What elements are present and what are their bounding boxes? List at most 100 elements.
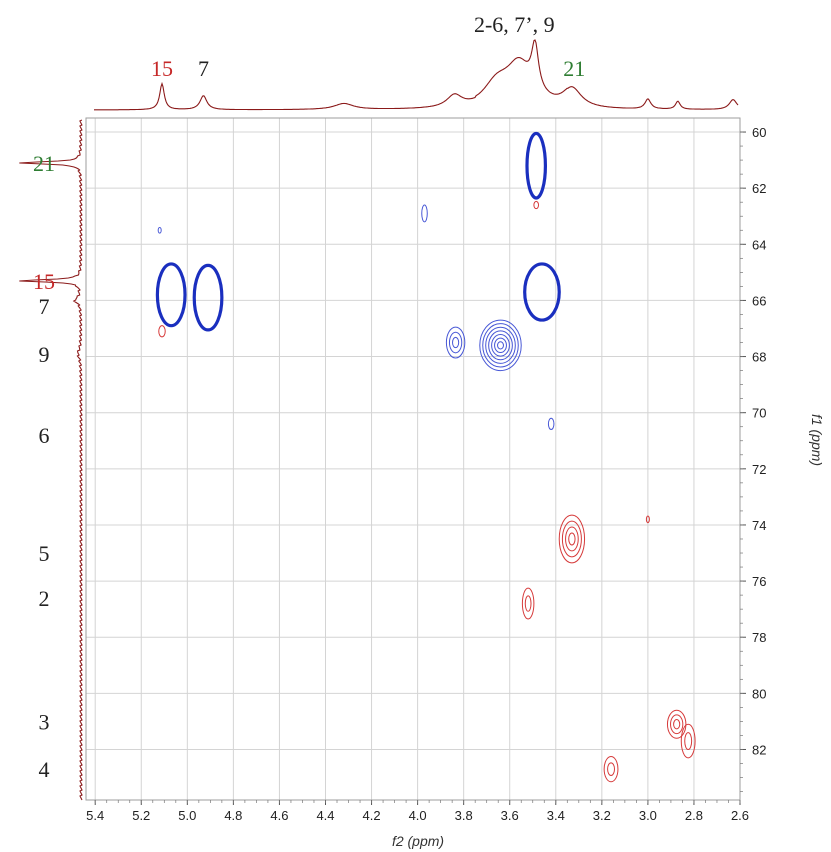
y-tick-label: 60 [752,125,766,140]
contour-ring [645,515,650,524]
top-projection-spectrum [94,39,739,111]
left-peak-label: 4 [39,757,50,782]
plot-border [85,117,741,801]
x-tick-label: 4.4 [316,808,334,823]
contour-ring [482,323,519,368]
cross-peak [521,587,535,620]
contour-ring [565,526,579,552]
cross-peak [525,131,548,200]
cross-peak [547,417,555,431]
left-peak-label: 5 [39,541,50,566]
plot-frame [85,117,741,801]
contour-ring [607,762,615,776]
left-projection-spectrum [19,119,83,801]
y-tick-label: 76 [752,574,766,589]
contour-ring [452,336,460,349]
contour-ring [494,337,507,354]
left-peak-label: 9 [39,342,50,367]
contour-ring [158,325,166,338]
y-tick-label: 64 [752,237,766,252]
cross-peaks [155,131,696,783]
contour-ring [479,319,522,372]
left-peak-label: 21 [33,151,55,176]
x-tick-label: 3.0 [639,808,657,823]
x-tick-label: 4.6 [270,808,288,823]
contour-ring [673,719,681,730]
contour-ring [666,709,687,739]
left-peak-label: 7 [39,294,50,319]
contour-ring [533,200,540,210]
left-peak-label: 6 [39,423,50,448]
left-spectrum-trace [19,119,83,801]
y-tick-label: 66 [752,293,766,308]
y-tick-label: 70 [752,406,766,421]
cross-peak [603,755,619,783]
contour-ring [525,131,548,200]
y-tick-label: 78 [752,630,766,645]
contour-ring [561,520,582,558]
contour-ring [568,532,576,546]
contour-ring [684,732,693,750]
cross-peak [421,204,428,223]
contour-ring [558,514,586,564]
cross-peak [533,200,540,210]
y-tick-label: 68 [752,350,766,365]
contour-ring [680,723,696,759]
y-axis: 60 62 64 66 68 70 72 74 76 78 80 82 [740,125,766,792]
top-peak-label: 21 [563,56,585,81]
x-axis-title: f2 (ppm) [392,833,444,849]
y-tick-label: 72 [752,462,766,477]
x-tick-label: 4.8 [224,808,242,823]
cross-peak [645,515,650,524]
left-peak-label: 2 [39,586,50,611]
left-peak-label: 15 [33,269,55,294]
x-tick-label: 2.6 [731,808,749,823]
grid-lines [86,118,740,800]
x-tick-label: 3.8 [455,808,473,823]
cross-peak [192,263,224,332]
contour-ring [670,714,684,735]
contour-ring [524,595,532,612]
contour-ring [603,755,619,783]
cross-peak [523,262,561,322]
y-tick-label: 62 [752,181,766,196]
cross-peak [558,514,586,564]
top-peak-label: 15 [151,56,173,81]
cross-peak [666,709,687,739]
x-tick-label: 3.4 [547,808,565,823]
top-peak-label: 7 [198,56,209,81]
top-peak-label: 2-6, 7’, 9 [474,12,555,37]
x-tick-label: 4.2 [363,808,381,823]
top-spectrum-trace [94,39,739,111]
y-tick-label: 80 [752,686,766,701]
contour-ring [547,417,555,431]
contour-ring [523,262,561,322]
x-axis: 5.4 5.2 5.0 4.8 4.6 4.4 4.2 4.0 3.8 3.6 3.4 3.2 3.0 2… [86,800,749,823]
contour-ring [497,341,504,350]
cross-peak [445,326,466,359]
y-axis-title: f1 (ppm) [809,414,825,466]
contour-ring [491,334,510,357]
contour-ring [192,263,224,332]
contour-ring [157,226,162,234]
contour-ring [445,326,466,359]
x-tick-label: 4.0 [409,808,427,823]
contour-ring [448,331,463,354]
left-peak-label: 3 [39,709,50,734]
contour-ring [485,326,516,364]
cross-peak [680,723,696,759]
cross-peak [479,319,522,372]
contour-ring [488,330,513,361]
x-tick-label: 3.2 [593,808,611,823]
y-tick-label: 82 [752,742,766,757]
x-tick-label: 2.8 [685,808,703,823]
x-tick-label: 5.2 [132,808,150,823]
x-tick-label: 5.4 [86,808,104,823]
contour-ring [155,262,187,328]
x-tick-label: 5.0 [178,808,196,823]
y-tick-label: 74 [752,518,766,533]
contour-ring [421,204,428,223]
cross-peak [158,325,166,338]
